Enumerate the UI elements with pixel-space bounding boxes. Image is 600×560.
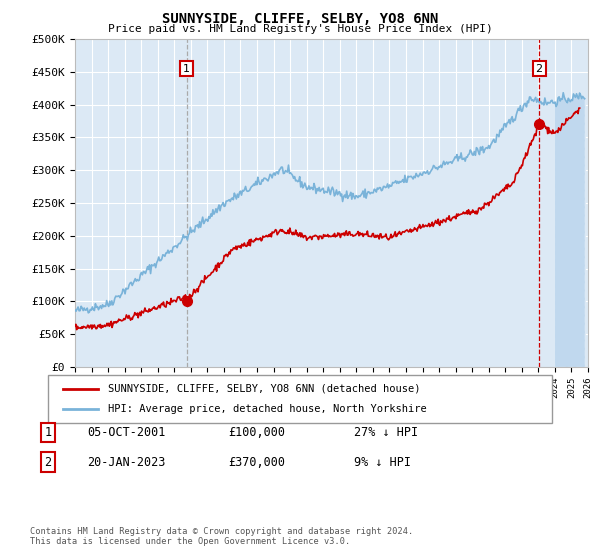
Text: Contains HM Land Registry data © Crown copyright and database right 2024.
This d: Contains HM Land Registry data © Crown c… — [30, 526, 413, 546]
Text: SUNNYSIDE, CLIFFE, SELBY, YO8 6NN (detached house): SUNNYSIDE, CLIFFE, SELBY, YO8 6NN (detac… — [109, 384, 421, 394]
Text: 27% ↓ HPI: 27% ↓ HPI — [354, 426, 418, 439]
Text: Price paid vs. HM Land Registry's House Price Index (HPI): Price paid vs. HM Land Registry's House … — [107, 24, 493, 34]
Text: 05-OCT-2001: 05-OCT-2001 — [87, 426, 166, 439]
Text: £370,000: £370,000 — [228, 455, 285, 469]
Text: 20-JAN-2023: 20-JAN-2023 — [87, 455, 166, 469]
Text: 2: 2 — [536, 64, 543, 74]
Text: 1: 1 — [44, 426, 52, 439]
Text: 9% ↓ HPI: 9% ↓ HPI — [354, 455, 411, 469]
Text: HPI: Average price, detached house, North Yorkshire: HPI: Average price, detached house, Nort… — [109, 404, 427, 414]
Text: £100,000: £100,000 — [228, 426, 285, 439]
Text: 2: 2 — [44, 455, 52, 469]
Text: 1: 1 — [183, 64, 190, 74]
Text: SUNNYSIDE, CLIFFE, SELBY, YO8 6NN: SUNNYSIDE, CLIFFE, SELBY, YO8 6NN — [162, 12, 438, 26]
FancyBboxPatch shape — [48, 375, 552, 423]
